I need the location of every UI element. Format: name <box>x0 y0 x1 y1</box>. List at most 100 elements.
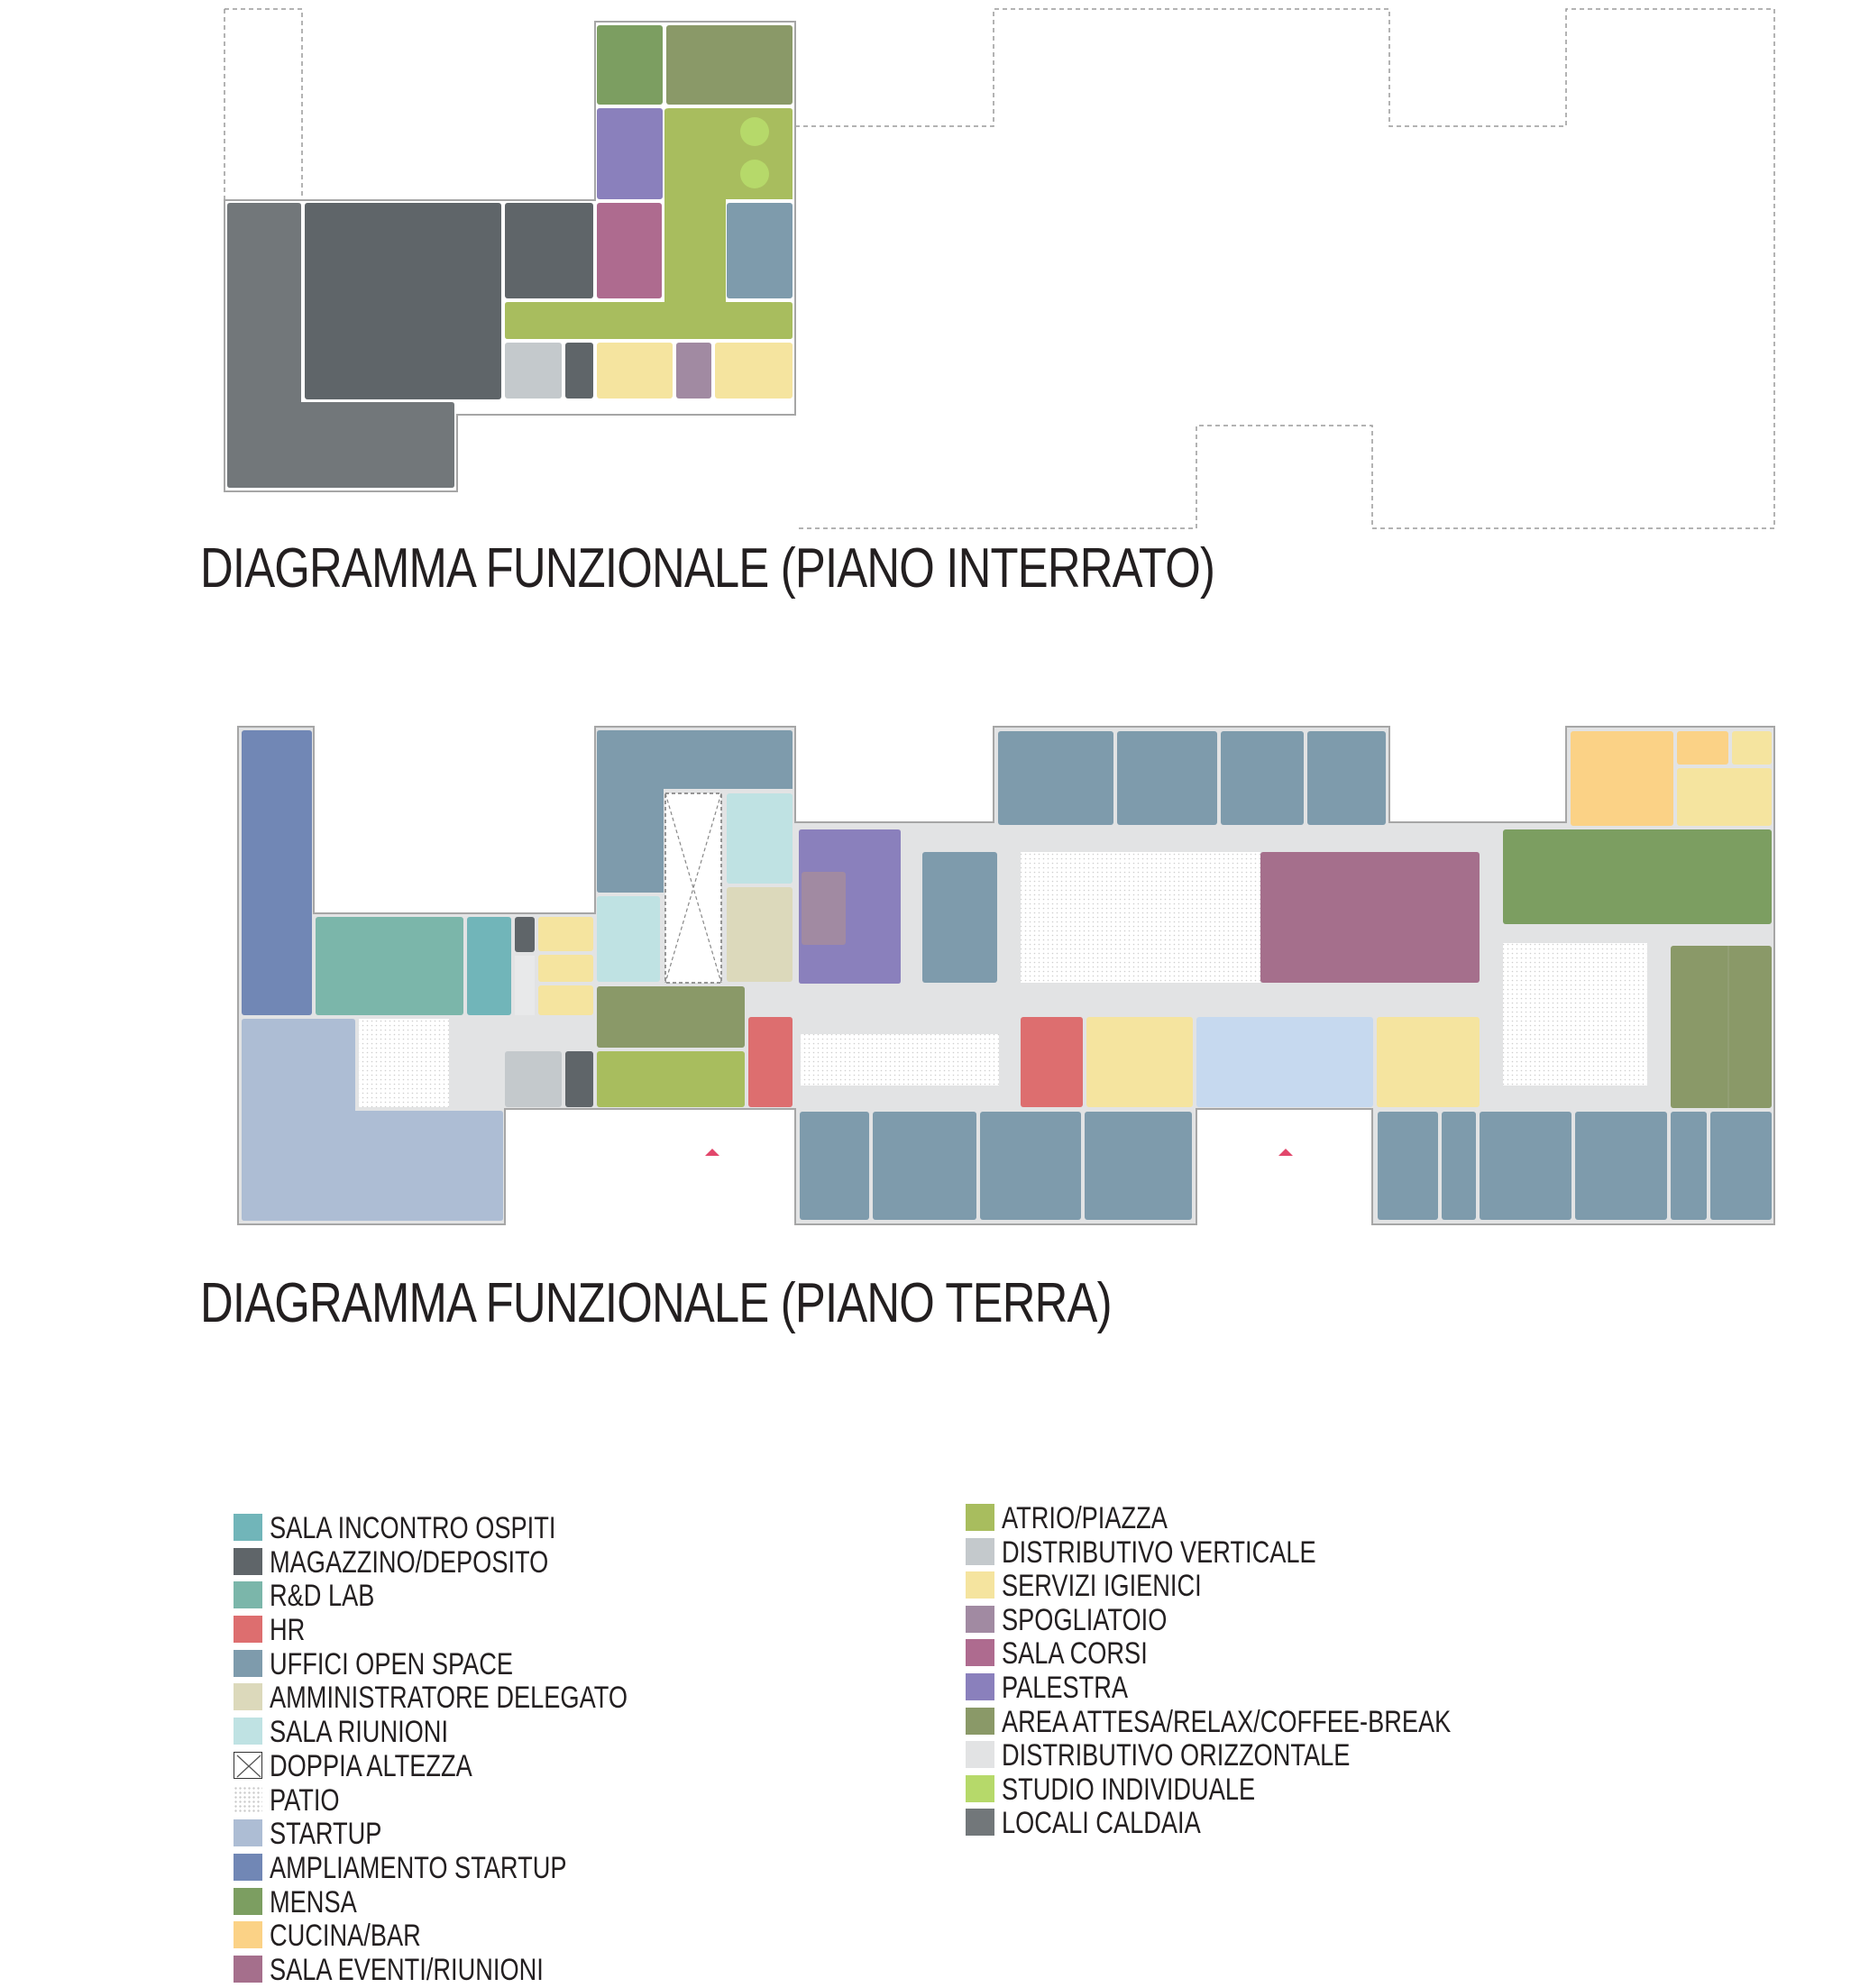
room-uffici <box>727 203 793 298</box>
room-uffici <box>873 1112 976 1220</box>
legend-label: SALA EVENTI/RIUNIONI <box>270 1952 544 1987</box>
legend-swatch <box>966 1571 994 1599</box>
doppia-altezza <box>664 792 722 984</box>
legend-swatch <box>234 1853 262 1881</box>
patio <box>359 1019 449 1107</box>
room-area-attesa <box>597 986 745 1048</box>
legend-label: SALA RIUNIONI <box>270 1715 449 1750</box>
legend-label: HR <box>270 1613 306 1648</box>
room-servizi <box>1086 1017 1193 1107</box>
room-uffici <box>922 852 997 983</box>
room-sala-corsi <box>597 203 662 298</box>
room-uffici <box>1710 1112 1772 1220</box>
room-sala-incontro <box>467 917 511 1015</box>
basement-plan-title: DIAGRAMMA FUNZIONALE (PIANO INTERRATO) <box>200 537 1215 600</box>
room-uffici <box>1671 1112 1707 1220</box>
room-sala-riunioni <box>597 896 660 982</box>
room-startup <box>242 1019 503 1221</box>
legend-swatch <box>234 1887 262 1915</box>
room-locali-caldaia <box>227 203 454 488</box>
room-uffici <box>800 1112 869 1220</box>
legend-label: AMPLIAMENTO STARTUP <box>270 1850 567 1885</box>
legend-swatch <box>966 1672 994 1700</box>
room-hr <box>1021 1017 1083 1107</box>
room-uffici <box>1117 731 1217 825</box>
room-amministratore <box>727 887 793 982</box>
legend-label: STARTUP <box>270 1817 382 1852</box>
room-servizi <box>1732 731 1772 765</box>
legend-label: PATIO <box>270 1782 340 1818</box>
legend-label: DISTRIBUTIVO VERTICALE <box>1002 1535 1316 1570</box>
room-uffici-l <box>597 730 793 893</box>
room-magazzino-large <box>305 203 501 399</box>
room-uffici <box>998 731 1113 825</box>
room-mensa <box>1503 829 1772 924</box>
room-magazzino <box>515 917 535 952</box>
patio <box>1503 943 1647 1086</box>
legend-label: SERVIZI IGIENICI <box>1002 1569 1202 1604</box>
room-palestra <box>597 108 663 199</box>
legend-label: SALA INCONTRO OSPITI <box>270 1511 556 1545</box>
room-uffici <box>1575 1112 1667 1220</box>
legend-label: STUDIO INDIVIDUALE <box>1002 1772 1256 1807</box>
room-servizi <box>538 955 593 982</box>
legend-label: ATRIO/PIAZZA <box>1002 1501 1168 1535</box>
legend-label: PALESTRA <box>1002 1670 1129 1705</box>
room-cucina-bar <box>1677 731 1728 765</box>
room-servizi <box>538 917 593 951</box>
room-distributivo-orizzontale <box>515 956 535 1015</box>
room-area-attesa <box>666 25 793 105</box>
legend-swatch <box>234 1785 262 1813</box>
legend-swatch <box>234 1581 262 1609</box>
studio-individuale-marker <box>740 117 769 146</box>
legend-label: UFFICI OPEN SPACE <box>270 1646 514 1681</box>
room-atrio-piazza <box>505 108 793 339</box>
room-uffici <box>1221 731 1304 825</box>
patio <box>801 1034 999 1086</box>
room-spogliatoio <box>802 872 846 945</box>
room-servizi <box>538 985 593 1015</box>
room-servizi <box>1677 768 1772 826</box>
room-magazzino <box>505 203 593 298</box>
room-distributivo-verticale <box>505 343 562 399</box>
room-sala-riunioni <box>727 793 793 884</box>
entrance-marker <box>1278 1149 1293 1156</box>
room-palestra <box>799 829 901 984</box>
legend-swatch <box>234 1683 262 1711</box>
legend-label: AMMINISTRATORE DELEGATO <box>270 1681 628 1716</box>
basement-dashed-outline <box>224 8 1775 529</box>
patio <box>1021 852 1260 983</box>
legend-swatch <box>966 1809 994 1837</box>
legend-label: AREA ATTESA/RELAX/COFFEE-BREAK <box>1002 1704 1452 1739</box>
legend-label: SPOGLIATOIO <box>1002 1602 1168 1637</box>
room-servizi <box>1377 1017 1480 1107</box>
legend-label: DOPPIA ALTEZZA <box>270 1748 472 1783</box>
room-area-attesa <box>1671 946 1772 1108</box>
legend-label: DISTRIBUTIVO ORIZZONTALE <box>1002 1738 1351 1773</box>
room-distributivo-verticale <box>505 1051 562 1107</box>
legend-swatch <box>966 1504 994 1531</box>
room-mensa <box>597 25 663 105</box>
legend-swatch <box>234 1718 262 1745</box>
legend-label: MAGAZZINO/DEPOSITO <box>270 1544 549 1580</box>
legend-swatch <box>966 1707 994 1735</box>
room-uffici <box>1480 1112 1571 1220</box>
ground-plan-title: DIAGRAMMA FUNZIONALE (PIANO TERRA) <box>200 1272 1113 1334</box>
room-uffici <box>980 1112 1081 1220</box>
legend-swatch <box>966 1605 994 1633</box>
legend-label: LOCALI CALDAIA <box>1002 1806 1201 1841</box>
legend-swatch <box>234 1955 262 1983</box>
room-hr <box>748 1017 793 1107</box>
legend-swatch <box>966 1639 994 1667</box>
entrance-marker <box>705 1149 719 1156</box>
legend-swatch <box>234 1616 262 1644</box>
basement-plan <box>224 8 1775 529</box>
legend-swatch <box>234 1649 262 1677</box>
room-uffici <box>1442 1112 1476 1220</box>
ground-plan <box>237 726 1775 1225</box>
room-servizi <box>597 343 673 399</box>
room-uffici <box>1085 1112 1192 1220</box>
room-servizi <box>715 343 793 399</box>
legend-swatch <box>234 1514 262 1541</box>
